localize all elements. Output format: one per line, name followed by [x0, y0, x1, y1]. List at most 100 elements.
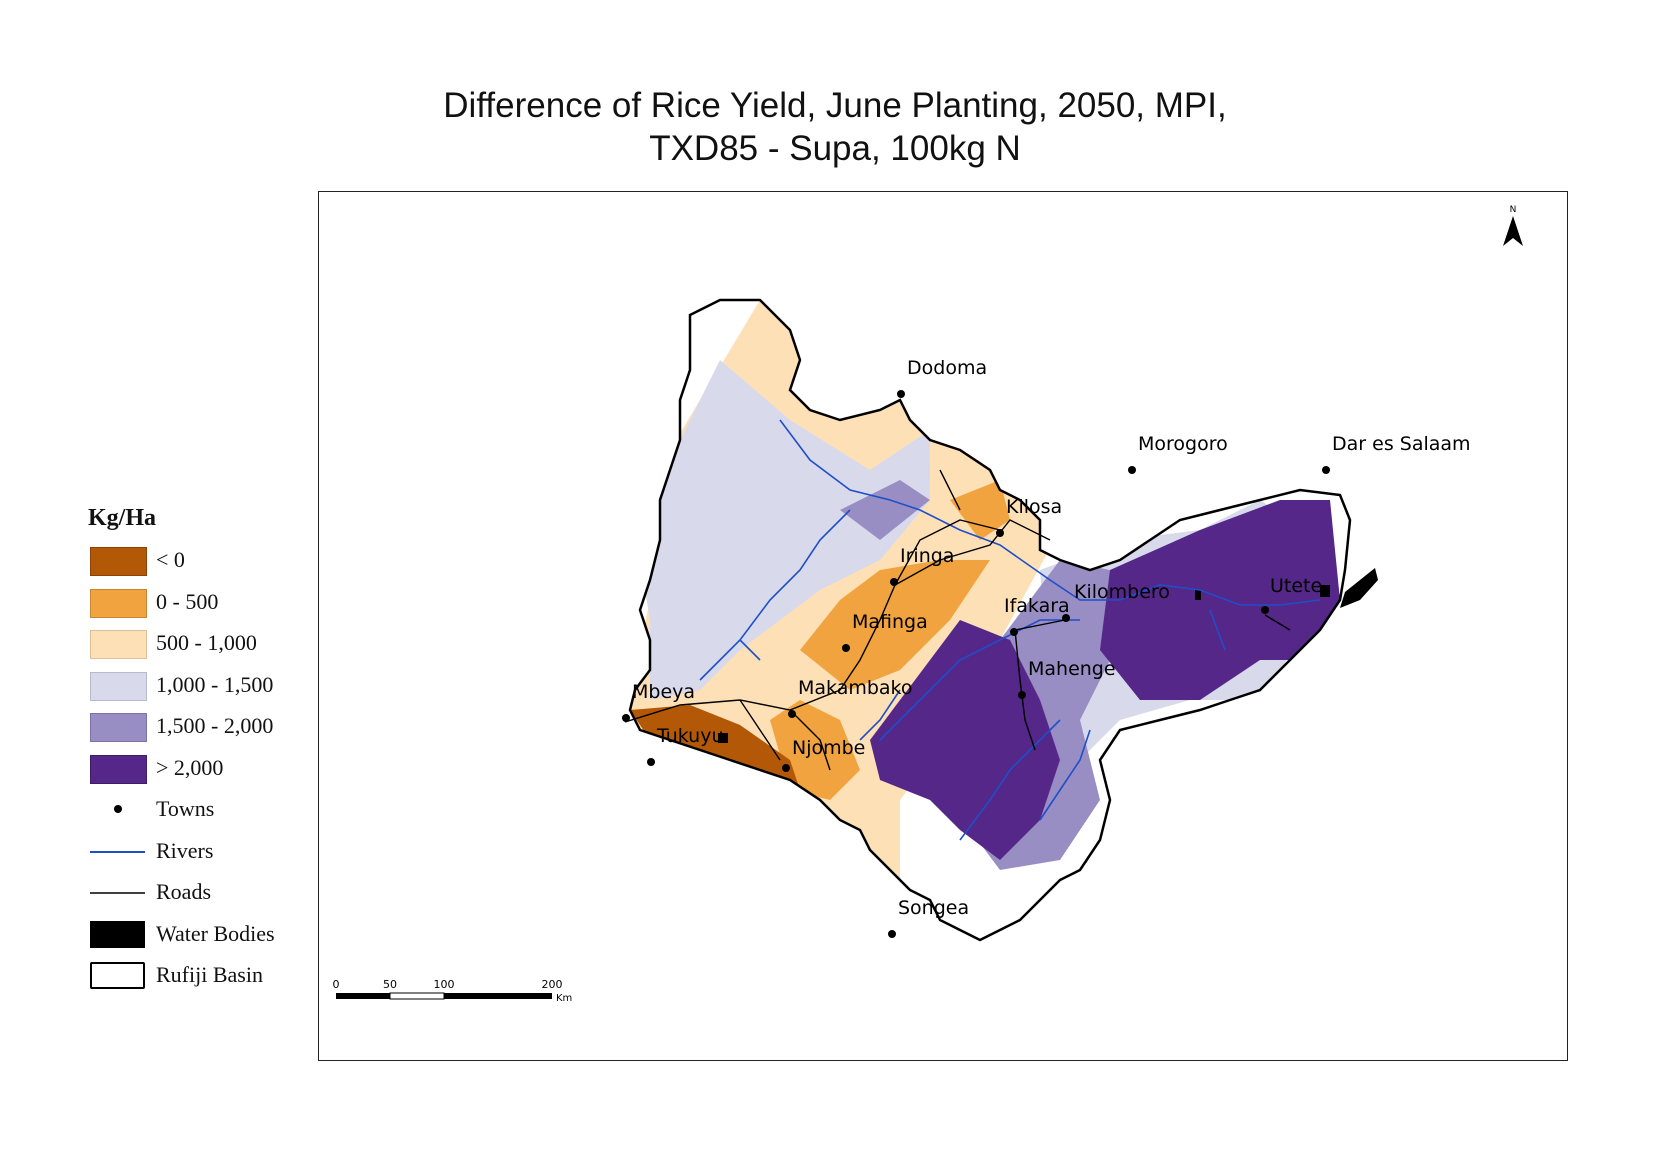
town-marker [1128, 466, 1136, 474]
town-label: Mafinga [852, 611, 928, 633]
river [779, 419, 1321, 606]
town-label: Songea [898, 897, 969, 919]
town-marker [1322, 466, 1330, 474]
town-label: Njombe [792, 737, 865, 759]
legend-item-rivers: Rivers [88, 835, 318, 877]
map-title-line-1: Difference of Rice Yield, June Planting,… [443, 86, 1227, 125]
map-title-line-2: TXD85 - Supa, 100kg N [649, 129, 1021, 168]
legend-label: 500 - 1,000 [156, 630, 257, 655]
road [894, 519, 1001, 586]
legend-swatch [90, 630, 147, 659]
water-body [1320, 585, 1330, 597]
legend-title: Kg/Ha [88, 505, 157, 531]
scale-bar-tick-label: 100 [434, 978, 455, 991]
legend-label: Water Bodies [156, 920, 275, 946]
town-label: Iringa [900, 545, 954, 567]
town-marker [890, 578, 898, 586]
town-label: Utete [1270, 575, 1322, 597]
road [1014, 619, 1066, 631]
legend-item: 0 - 500 [88, 586, 318, 628]
river [959, 719, 1061, 841]
roads [624, 469, 1291, 771]
river-line-icon [90, 850, 145, 853]
town-marker [788, 710, 796, 718]
legend-swatch [90, 754, 147, 784]
legend-label: Rufiji Basin [156, 962, 263, 987]
town-marker [1018, 691, 1026, 699]
road [939, 469, 961, 511]
legend-item-basin: Rufiji Basin [88, 959, 318, 1001]
town-marker [888, 930, 896, 938]
legend-item: 1,500 - 2,000 [88, 710, 318, 752]
legend-label: Towns [156, 796, 215, 821]
town-dot-icon [114, 805, 122, 813]
river [739, 639, 761, 661]
town-marker [1062, 614, 1070, 622]
legend-swatch [90, 713, 147, 742]
legend-label: 1,500 - 2,000 [156, 713, 274, 738]
water-body [718, 733, 728, 743]
river [1039, 729, 1091, 821]
legend-swatch [90, 671, 147, 701]
river [699, 509, 851, 681]
legend-item: 500 - 1,000 [88, 627, 318, 669]
mafia-island [1340, 568, 1378, 608]
town-label: Tukuyu [656, 725, 724, 747]
legend-label: 0 - 500 [156, 588, 219, 614]
scale-bar-tick-label: 200 [542, 978, 563, 991]
town-marker [647, 758, 655, 766]
legend-label: 1,000 - 1,500 [156, 671, 274, 697]
rufiji-basin-outline [628, 298, 1352, 942]
yield-zone-1500-2000 [840, 480, 930, 540]
road [1264, 614, 1291, 631]
legend-swatch [90, 547, 147, 576]
legend-item: < 0 [88, 544, 318, 586]
yield-raster [630, 300, 1340, 940]
river [1209, 609, 1226, 651]
legend-item: > 2,000 [88, 752, 318, 794]
town-marker [1010, 628, 1018, 636]
road-line-icon [90, 892, 145, 894]
road [624, 519, 1051, 723]
town-label: Ifakara [1004, 595, 1070, 617]
yield-zone-0-500 [800, 560, 990, 690]
legend-label: Roads [156, 879, 211, 904]
legend-label: > 2,000 [156, 754, 224, 780]
yield-zone-0-500-east [950, 480, 1010, 540]
scale-bar: 0 50 100 200 Km [333, 978, 573, 1004]
town-marker [1261, 606, 1269, 614]
town-label: Makambako [798, 677, 913, 699]
towns: Dodoma Morogoro Dar es Salaam Kilosa Iringa I… [622, 357, 1471, 938]
yield-zone-gt-2000 [1100, 500, 1340, 700]
rivers [699, 419, 1321, 841]
road [789, 709, 831, 771]
legend-item-roads: Roads [88, 876, 318, 918]
town-label: Mbeya [632, 681, 695, 703]
town-label: Morogoro [1138, 433, 1228, 455]
legend-label: < 0 [156, 547, 185, 572]
scale-bar-tick-label: 50 [383, 978, 397, 991]
north-arrow: N [1503, 205, 1523, 246]
north-arrow-label: N [1510, 205, 1517, 215]
town-label: Kilombero [1074, 581, 1170, 603]
road [1014, 629, 1036, 751]
town-marker [842, 644, 850, 652]
scale-bar-unit: Km [556, 993, 572, 1004]
town-label: Mahenge [1028, 658, 1116, 680]
town-marker [897, 390, 905, 398]
water-body-swatch [90, 920, 145, 948]
yield-zone-gt-2000-south [870, 620, 1060, 860]
river [859, 689, 901, 741]
legend-item-towns: Towns [88, 793, 318, 835]
north-arrow-icon [1503, 216, 1523, 246]
road [739, 699, 781, 761]
yield-zone-1000-1500 [640, 360, 930, 700]
legend-label: Rivers [156, 837, 214, 863]
town-marker [996, 529, 1004, 537]
town-marker [782, 764, 790, 772]
scale-bar-tick-label: 0 [333, 978, 340, 991]
map-frame [318, 191, 1568, 1061]
town-label: Dodoma [907, 357, 987, 379]
town-label: Kilosa [1006, 496, 1062, 518]
